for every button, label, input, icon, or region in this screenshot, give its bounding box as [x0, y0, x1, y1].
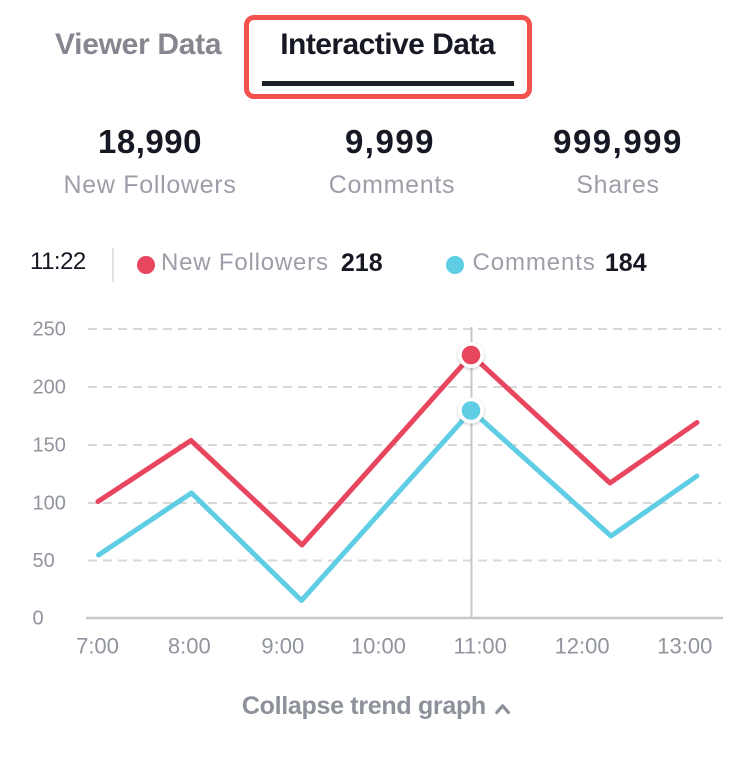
svg-text:200: 200	[33, 377, 66, 399]
svg-text:11:00: 11:00	[453, 634, 506, 659]
svg-text:250: 250	[33, 319, 66, 341]
svg-text:10:00: 10:00	[351, 634, 406, 659]
svg-text:13:00: 13:00	[657, 634, 712, 659]
svg-text:7:00: 7:00	[76, 634, 119, 659]
svg-text:12:00: 12:00	[555, 634, 610, 659]
svg-text:50: 50	[33, 550, 55, 572]
svg-text:100: 100	[33, 493, 66, 515]
svg-text:9:00: 9:00	[261, 634, 304, 659]
svg-text:0: 0	[33, 608, 44, 630]
svg-text:150: 150	[33, 435, 66, 457]
svg-text:8:00: 8:00	[168, 634, 211, 659]
